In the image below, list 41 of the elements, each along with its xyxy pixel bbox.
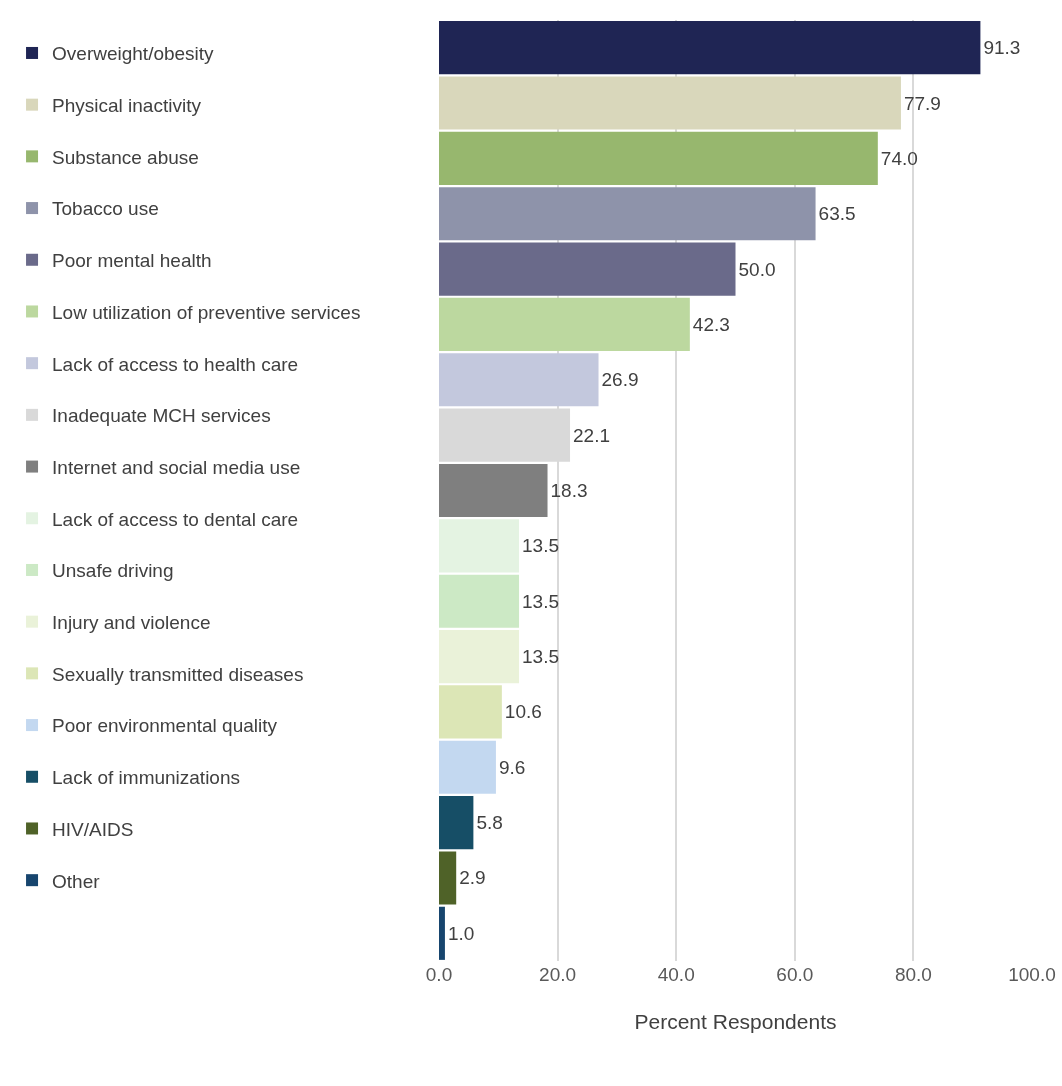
legend-label: Sexually transmitted diseases: [52, 663, 304, 685]
data-label: 63.5: [818, 203, 856, 225]
x-axis-title: Percent Respondents: [634, 1010, 837, 1034]
data-label: 74.0: [880, 147, 918, 169]
legend-label: Internet and social media use: [52, 456, 301, 478]
legend-label: Other: [52, 870, 101, 892]
data-label: 26.9: [601, 369, 639, 391]
legend-label: Inadequate MCH services: [52, 405, 271, 427]
legend-label: Injury and violence: [52, 612, 211, 634]
x-tick-label: 0.0: [425, 964, 453, 985]
data-label: 5.8: [476, 812, 503, 834]
data-label: 77.9: [903, 92, 941, 114]
legend-label: Tobacco use: [52, 198, 159, 220]
legend-label: HIV/AIDS: [52, 818, 134, 840]
legend-label: Unsafe driving: [52, 560, 174, 582]
x-tick-label: 20.0: [539, 964, 577, 985]
legend-label: Physical inactivity: [52, 95, 202, 117]
data-label: 22.1: [573, 424, 611, 446]
data-label: 1.0: [447, 922, 475, 944]
legend-label: Poor environmental quality: [52, 715, 278, 737]
legend-label: Substance abuse: [52, 146, 199, 168]
data-label: 18.3: [550, 480, 588, 501]
data-label: 13.5: [522, 646, 560, 668]
x-tick-label: 100.0: [1008, 964, 1056, 985]
legend-label: Poor mental health: [52, 250, 212, 272]
data-label: 2.9: [459, 867, 486, 889]
legend-label: Lack of access to health care: [52, 353, 299, 375]
legend-label: Lack of access to dental care: [52, 508, 299, 530]
data-label: 10.6: [504, 701, 542, 723]
data-label: 50.0: [738, 258, 776, 280]
data-label: 13.5: [522, 535, 560, 557]
data-label: 91.3: [983, 37, 1021, 59]
legend-label: Low utilization of preventive services: [52, 301, 361, 323]
x-tick-label: 40.0: [657, 964, 695, 985]
data-label: 13.5: [522, 590, 560, 612]
legend-label: Lack of immunizations: [52, 767, 241, 789]
legend-label: Overweight/obesity: [52, 43, 215, 65]
data-label: 9.6: [498, 756, 526, 778]
x-tick-label: 80.0: [894, 964, 932, 985]
data-label: 42.3: [692, 313, 730, 335]
x-tick-label: 60.0: [776, 964, 814, 985]
